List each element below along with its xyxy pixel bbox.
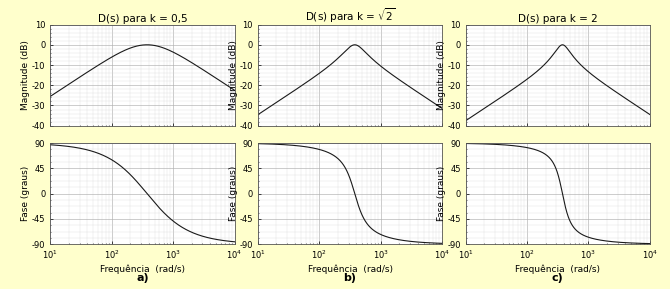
- Y-axis label: Magnitude (dB): Magnitude (dB): [437, 40, 446, 110]
- Y-axis label: Fase (graus): Fase (graus): [21, 166, 31, 221]
- Text: a): a): [136, 273, 149, 283]
- Y-axis label: Fase (graus): Fase (graus): [229, 166, 239, 221]
- X-axis label: Frequência  (rad/s): Frequência (rad/s): [100, 264, 185, 274]
- Text: c): c): [552, 273, 563, 283]
- Y-axis label: Magnitude (dB): Magnitude (dB): [229, 40, 238, 110]
- Y-axis label: Magnitude (dB): Magnitude (dB): [21, 40, 30, 110]
- Text: b): b): [344, 273, 356, 283]
- X-axis label: Frequência  (rad/s): Frequência (rad/s): [308, 264, 393, 274]
- X-axis label: Frequência  (rad/s): Frequência (rad/s): [515, 264, 600, 274]
- Title: D(s) para k = $\sqrt{2}$: D(s) para k = $\sqrt{2}$: [305, 6, 395, 25]
- Title: D(s) para k = 2: D(s) para k = 2: [518, 14, 598, 24]
- Title: D(s) para k = 0,5: D(s) para k = 0,5: [98, 14, 187, 24]
- Y-axis label: Fase (graus): Fase (graus): [437, 166, 446, 221]
